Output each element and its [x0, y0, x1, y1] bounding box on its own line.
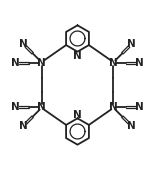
Text: N: N: [127, 39, 136, 49]
Text: N: N: [38, 103, 46, 113]
Text: N: N: [19, 121, 28, 131]
Text: N: N: [19, 39, 28, 49]
Text: N: N: [11, 103, 20, 113]
Text: N: N: [135, 103, 144, 113]
Text: N: N: [109, 103, 117, 113]
Text: N: N: [73, 110, 82, 120]
Text: N: N: [38, 57, 46, 67]
Text: N: N: [11, 57, 20, 67]
Text: N: N: [127, 121, 136, 131]
Text: N: N: [73, 51, 82, 61]
Text: N: N: [135, 57, 144, 67]
Text: N: N: [109, 57, 117, 67]
